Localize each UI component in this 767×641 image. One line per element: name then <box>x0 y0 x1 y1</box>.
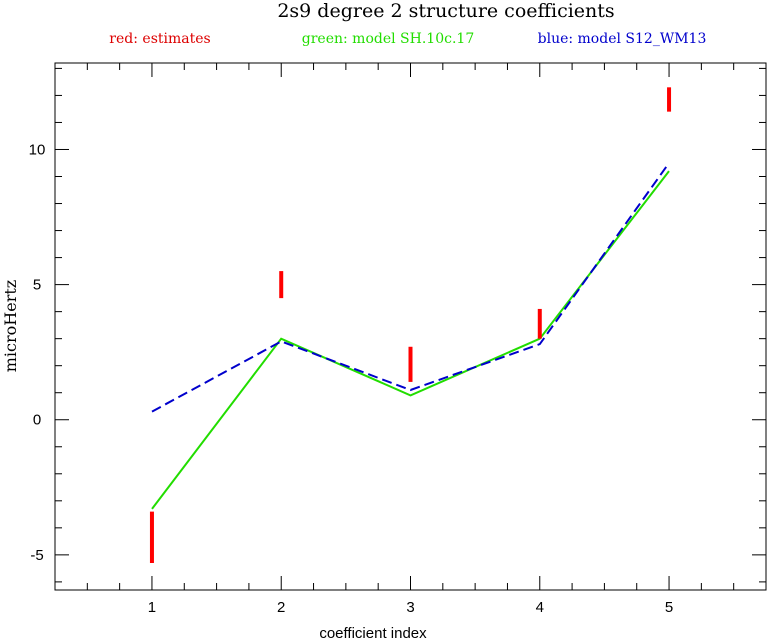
y-axis-label: microHertz <box>1 280 20 372</box>
axis-ticks <box>54 63 767 590</box>
x-tick-label: 5 <box>665 599 673 616</box>
x-tick-label: 2 <box>277 599 285 616</box>
series-line-1 <box>151 170 670 510</box>
x-tick-label: 4 <box>536 599 544 616</box>
series-line-2 <box>151 162 670 413</box>
x-axis-label: coefficient index <box>319 625 427 641</box>
y-tick-label: -5 <box>30 547 43 564</box>
tick-labels: 1 2 3 4 5 -5 0 5 10 <box>29 141 674 616</box>
y-tick-label: 0 <box>33 412 41 429</box>
legend-model-sh: green: model SH.10c.17 <box>302 31 474 47</box>
legend-estimates: red: estimates <box>109 31 210 47</box>
chart-title: 2s9 degree 2 structure coefficients <box>277 0 614 22</box>
series-layer <box>151 162 670 510</box>
y-tick-label: 5 <box>33 277 41 294</box>
x-tick-label: 3 <box>406 599 414 616</box>
legend-model-s12: blue: model S12_WM13 <box>538 31 707 47</box>
x-tick-label: 1 <box>148 599 156 616</box>
y-tick-label: 10 <box>29 141 46 158</box>
plot-frame <box>54 62 767 591</box>
estimates-layer <box>149 87 672 563</box>
